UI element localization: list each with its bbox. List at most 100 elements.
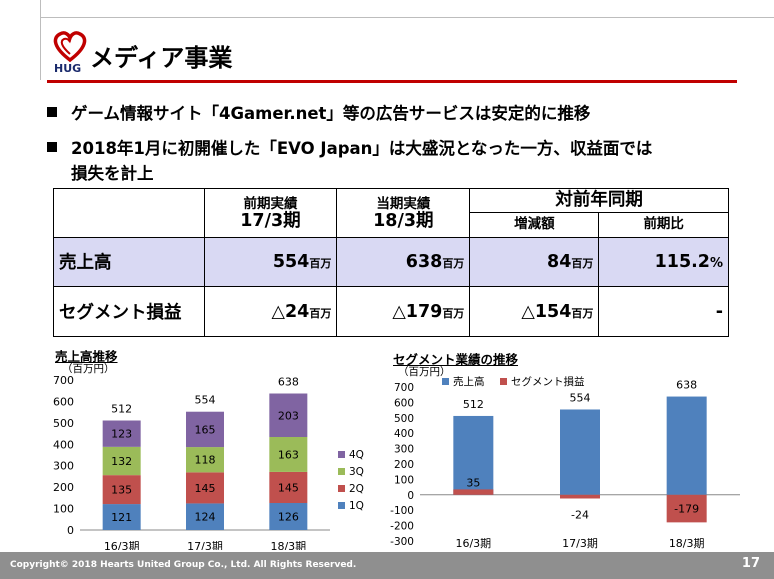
bullet-2: 2018年1月に初開催した「EVO Japan」は大盛況となった一方、収益面では [47,135,652,159]
legend-swatch [338,451,345,458]
bar-value-label: 203 [278,409,299,422]
bar-value-label: 132 [111,455,132,468]
y-tick-label: 500 [394,413,414,425]
sales-bar-label: 554 [570,391,591,404]
header-vertical-rule [40,0,41,80]
cell-unit: 百万 [571,306,594,320]
x-tick-label: 16/3期 [104,540,140,550]
segment-bar [453,489,494,495]
bar-total-label: 554 [195,394,216,407]
company-logo: HUG [50,28,90,76]
cell-value: △179 [392,301,443,322]
bar-value-label: 126 [278,511,299,524]
header-top-rule [40,17,774,18]
heart-logo-icon [53,31,87,63]
bar-total-label: 512 [111,403,132,416]
cell-prev: 554百万 [203,236,338,288]
page-title: メディア事業 [90,44,233,72]
sales-chart-title: 売上高推移 [55,349,118,364]
bar-segment [269,503,308,530]
y-tick-label: -100 [390,505,414,517]
y-tick-label: 600 [53,395,74,408]
bullet-text: ゲーム情報サイト「4Gamer.net」等の広告サービスは安定的に推移 [71,104,591,123]
sales-bar [453,415,494,495]
cell-unit: 百万 [571,256,594,270]
y-tick-label: 400 [53,438,74,451]
bar-value-label: 145 [278,481,299,494]
sales-bar [666,396,707,495]
sales-bar [560,409,600,495]
legend-label: 1Q [349,500,364,512]
segment-bar-chart: -300 -200 -100 0 100 200 300 400 500 600 700 512 35 1… [390,375,740,550]
legend-swatch [338,468,345,475]
cell-prev: △24百万 [203,286,338,337]
cell-unit: % [709,255,723,271]
bar-value-label: 123 [111,428,132,441]
x-tick-label: 18/3期 [270,540,306,550]
cell-unit: 百万 [309,306,332,320]
header-prev-period: 17/3期 [240,210,301,231]
legend-label: 売上高 [453,375,485,388]
table-row: 売上高 554百万 638百万 84百万 115.2% [53,236,729,288]
y-tick-label: 300 [53,460,74,473]
bar-segment [186,447,224,473]
y-tick-label: 700 [53,374,74,387]
segment-bar-label: -179 [674,503,699,516]
cell-value: △154 [521,301,572,322]
segment-bar-label: -24 [571,508,589,521]
cell-unit: 百万 [442,256,465,270]
y-tick-label: 700 [394,382,414,394]
cell-value: △24 [271,301,310,322]
y-tick-label: -300 [390,536,414,548]
logo-text: HUG [54,62,82,75]
bar-total-label: 638 [278,376,299,389]
title-underline [47,80,737,83]
header-cur-period: 18/3期 [373,210,434,231]
bar-segment [102,504,141,530]
cell-ratio: - [598,286,729,337]
header-prev-label: 前期実績 [243,195,298,212]
cell-value: 554 [272,251,310,272]
legend-label: 3Q [349,466,364,478]
bullet-square-icon [47,107,57,117]
y-tick-label: 500 [53,417,74,430]
y-tick-label: -200 [390,521,414,533]
legend-swatch [338,485,345,492]
bullet-1: ゲーム情報サイト「4Gamer.net」等の広告サービスは安定的に推移 [47,100,590,124]
cell-value: - [715,301,723,322]
sales-stacked-bar-chart: 0 100 200 300 400 500 600 700 121 135 132 123 512 16/… [53,374,364,550]
sales-bar-label: 638 [676,379,697,392]
bar-value-label: 165 [195,423,216,436]
y-tick-label: 600 [394,397,414,409]
bar-value-label: 118 [195,454,216,467]
bullet-square-icon [47,142,57,152]
cell-change: △154百万 [469,286,600,337]
header-ratio: 前期比 [598,212,729,238]
bar-value-label: 163 [278,448,299,461]
segment-bar [666,494,707,523]
y-tick-label: 100 [53,503,74,516]
y-tick-label: 200 [53,481,74,494]
y-tick-label: 200 [394,459,414,471]
x-tick-label: 16/3期 [455,537,491,550]
footer-bar: Copyright© 2018 Hearts United Group Co.,… [0,552,774,579]
segment-chart-unit: （百万円） [398,366,451,378]
legend-swatch [442,378,449,385]
bar-segment [269,471,308,503]
cell-unit: 百万 [309,256,332,270]
bullet-text: 2018年1月に初開催した「EVO Japan」は大盛況となった一方、収益面では [71,139,653,158]
bar-segment [186,411,224,448]
segment-chart-title: セグメント業績の推移 [393,352,519,367]
legend-label: 2Q [349,483,364,495]
segment-bar-label: 35 [466,476,480,489]
cell-ratio: 115.2% [598,236,729,288]
cell-unit: 百万 [442,306,465,320]
x-tick-label: 17/3期 [562,537,598,550]
row-label: セグメント損益 [53,286,205,337]
cell-value: 638 [405,251,443,272]
header-cur: 当期実績 18/3期 [336,188,471,238]
table-corner-cell [53,188,205,238]
bar-segment [102,475,141,505]
header-change: 増減額 [469,212,600,238]
cell-value: 84 [547,251,572,272]
